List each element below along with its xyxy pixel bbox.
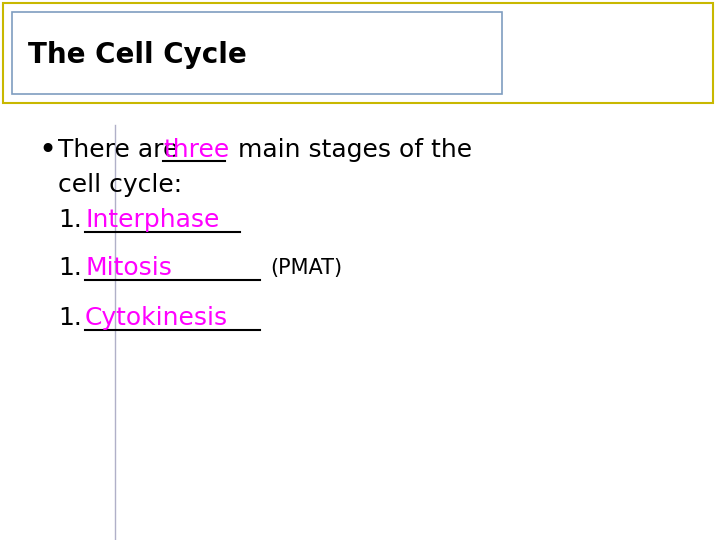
Text: main stages of the: main stages of the xyxy=(230,138,472,162)
Text: There are: There are xyxy=(58,138,186,162)
Text: The Cell Cycle: The Cell Cycle xyxy=(28,41,247,69)
Text: Mitosis: Mitosis xyxy=(85,256,172,280)
Text: (PMAT): (PMAT) xyxy=(270,258,342,278)
Text: cell cycle:: cell cycle: xyxy=(58,173,182,197)
Text: 1.: 1. xyxy=(58,208,82,232)
Text: Cytokinesis: Cytokinesis xyxy=(85,306,228,330)
Bar xyxy=(3,3,713,103)
Text: •: • xyxy=(38,136,56,165)
Text: Interphase: Interphase xyxy=(85,208,220,232)
Text: 1.: 1. xyxy=(58,256,82,280)
Text: 1.: 1. xyxy=(58,306,82,330)
Bar xyxy=(12,12,502,94)
Text: three: three xyxy=(163,138,229,162)
